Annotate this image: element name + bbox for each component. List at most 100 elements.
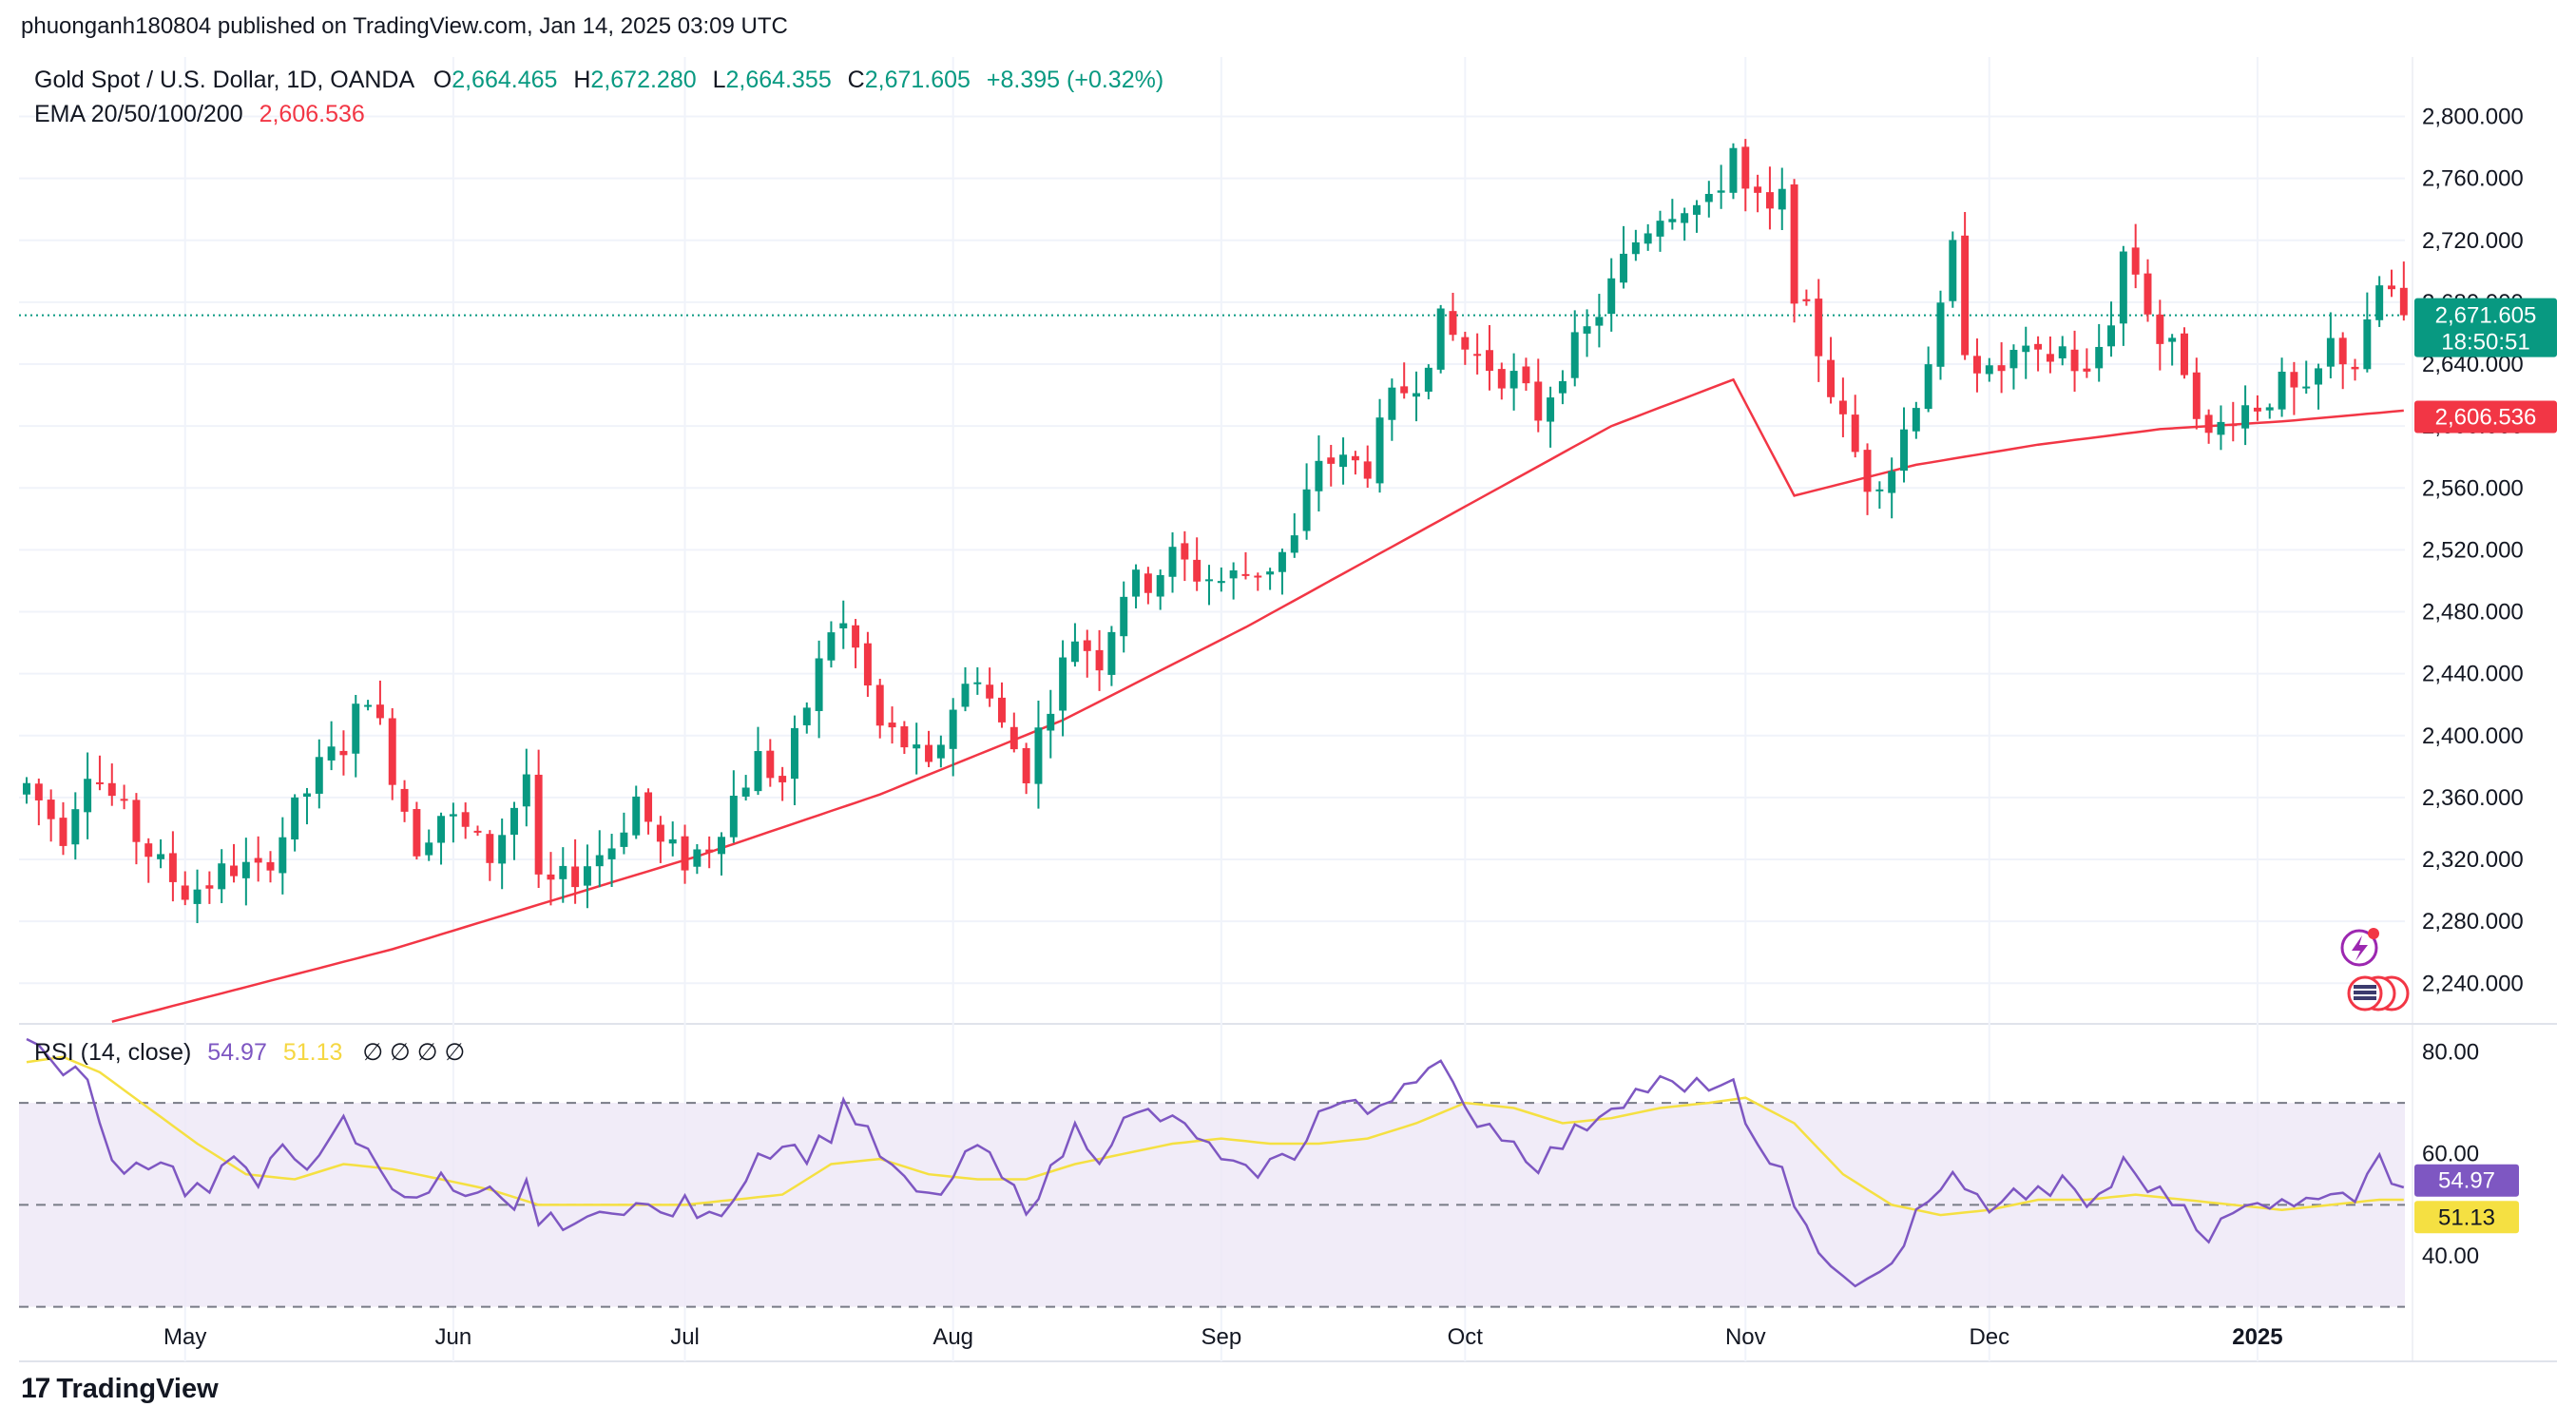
candle-body bbox=[2253, 407, 2261, 412]
price-tick-label: 2,720.000 bbox=[2422, 228, 2524, 254]
candle-body bbox=[1473, 354, 1482, 356]
candle-body bbox=[2315, 368, 2323, 385]
lightning-icon-bolt bbox=[2352, 935, 2368, 961]
candle-body bbox=[364, 704, 373, 707]
candle-body bbox=[2119, 251, 2127, 324]
candle-body bbox=[1278, 551, 1286, 572]
candle-body bbox=[1778, 188, 1786, 210]
candle-body bbox=[705, 849, 714, 853]
candle-body bbox=[2204, 414, 2213, 434]
candle-body bbox=[315, 757, 323, 794]
candle-body bbox=[473, 830, 482, 833]
candle-body bbox=[2265, 407, 2274, 411]
candle-body bbox=[949, 709, 957, 749]
candle-body bbox=[1547, 397, 1555, 422]
symbol-legend: Gold Spot / U.S. Dollar, 1D, OANDA O2,66… bbox=[34, 67, 1163, 94]
candle-body bbox=[656, 824, 664, 842]
candle-body bbox=[1327, 457, 1336, 464]
change-value: +8.395 (+0.32%) bbox=[986, 67, 1164, 93]
candle-body bbox=[1107, 631, 1116, 675]
rsi-path bbox=[26, 1037, 2405, 1288]
candle-body bbox=[1217, 581, 1225, 584]
candle-body bbox=[1509, 371, 1518, 389]
candle-body bbox=[218, 863, 226, 890]
candle-body bbox=[2083, 368, 2091, 372]
candle-body bbox=[1363, 461, 1372, 479]
candle-body bbox=[2375, 285, 2384, 320]
candle-body bbox=[1339, 454, 1348, 468]
candle-body bbox=[595, 855, 604, 867]
candle-body bbox=[193, 889, 202, 904]
candle-body bbox=[2326, 337, 2335, 367]
price-tick-label: 2,240.000 bbox=[2422, 971, 2524, 996]
candle-body bbox=[266, 861, 275, 871]
candle-body bbox=[1181, 543, 1189, 560]
rsi-tick-label: 40.00 bbox=[2422, 1243, 2479, 1269]
lightning-icon bbox=[2340, 929, 2378, 967]
candle-body bbox=[1961, 235, 1970, 356]
price-tick-label: 2,280.000 bbox=[2422, 909, 2524, 935]
candle-body bbox=[1156, 574, 1164, 597]
time-tick-label: Aug bbox=[932, 1324, 973, 1350]
price-tick-label: 2,400.000 bbox=[2422, 723, 2524, 749]
price-tick-label: 2,440.000 bbox=[2422, 662, 2524, 687]
candle-body bbox=[1266, 571, 1275, 575]
candle-body bbox=[1863, 450, 1872, 492]
axes: 2,240.000 2,280.000 2,320.000 2,360.000 2,40… bbox=[163, 105, 2524, 1350]
price-tick-label: 2,800.000 bbox=[2422, 105, 2524, 130]
rsi-tick-label: 60.00 bbox=[2422, 1142, 2479, 1167]
candle-body bbox=[388, 718, 396, 785]
candle-body bbox=[1315, 460, 1323, 491]
candle-body bbox=[2034, 343, 2043, 350]
candle-body bbox=[1668, 219, 1677, 222]
tradingview-footer[interactable]: 17 TradingView bbox=[21, 1373, 219, 1405]
candle-body bbox=[59, 818, 67, 846]
candle-body bbox=[1254, 575, 1262, 578]
candle-body bbox=[2095, 346, 2104, 369]
candle-body bbox=[1851, 414, 1859, 453]
candle-body bbox=[120, 799, 128, 801]
low-value: 2,664.355 bbox=[725, 67, 832, 93]
candle-body bbox=[2046, 354, 2054, 362]
candle-body bbox=[815, 658, 823, 711]
ema-legend: EMA 20/50/100/200 2,606.536 bbox=[34, 101, 365, 128]
candle-body bbox=[583, 866, 591, 886]
high-value: 2,672.280 bbox=[590, 67, 697, 93]
candle-body bbox=[1888, 471, 1896, 493]
candle-body bbox=[1558, 380, 1567, 394]
candle-body bbox=[1120, 596, 1128, 637]
brand-name: TradingView bbox=[56, 1373, 219, 1404]
candle-body bbox=[1424, 367, 1432, 393]
candle-body bbox=[644, 792, 653, 822]
candle-body bbox=[1815, 299, 1823, 356]
candle-body bbox=[1229, 570, 1238, 579]
candle-body bbox=[681, 836, 689, 871]
close-value: 2,671.605 bbox=[864, 67, 971, 93]
candle-body bbox=[2388, 285, 2395, 290]
ema-badge bbox=[2414, 400, 2557, 434]
candle-body bbox=[1449, 311, 1457, 336]
open-value: 2,664.465 bbox=[452, 67, 558, 93]
candle-body bbox=[571, 866, 580, 888]
candle-body bbox=[2302, 386, 2311, 389]
candle-body bbox=[1047, 713, 1055, 731]
candle-body bbox=[2168, 337, 2177, 342]
rsi-ma-badge-value: 51.13 bbox=[2438, 1204, 2495, 1230]
candle-body bbox=[1144, 573, 1152, 593]
candle-body bbox=[1838, 400, 1847, 414]
candle-body bbox=[863, 643, 872, 686]
candle-body bbox=[400, 788, 409, 812]
candle-body bbox=[47, 800, 55, 819]
ema-line bbox=[19, 314, 2405, 1023]
candle-body bbox=[1936, 302, 1945, 367]
candle-body bbox=[1388, 387, 1396, 420]
candle-body bbox=[1205, 579, 1213, 582]
rsi-tick-label: 80.00 bbox=[2422, 1039, 2479, 1065]
candle-body bbox=[486, 834, 494, 863]
candle-body bbox=[157, 854, 165, 859]
candle-body bbox=[1059, 657, 1067, 711]
candle-body bbox=[23, 782, 30, 795]
last-price-badge-value: 2,671.605 bbox=[2435, 303, 2537, 329]
candle-body bbox=[839, 623, 848, 629]
